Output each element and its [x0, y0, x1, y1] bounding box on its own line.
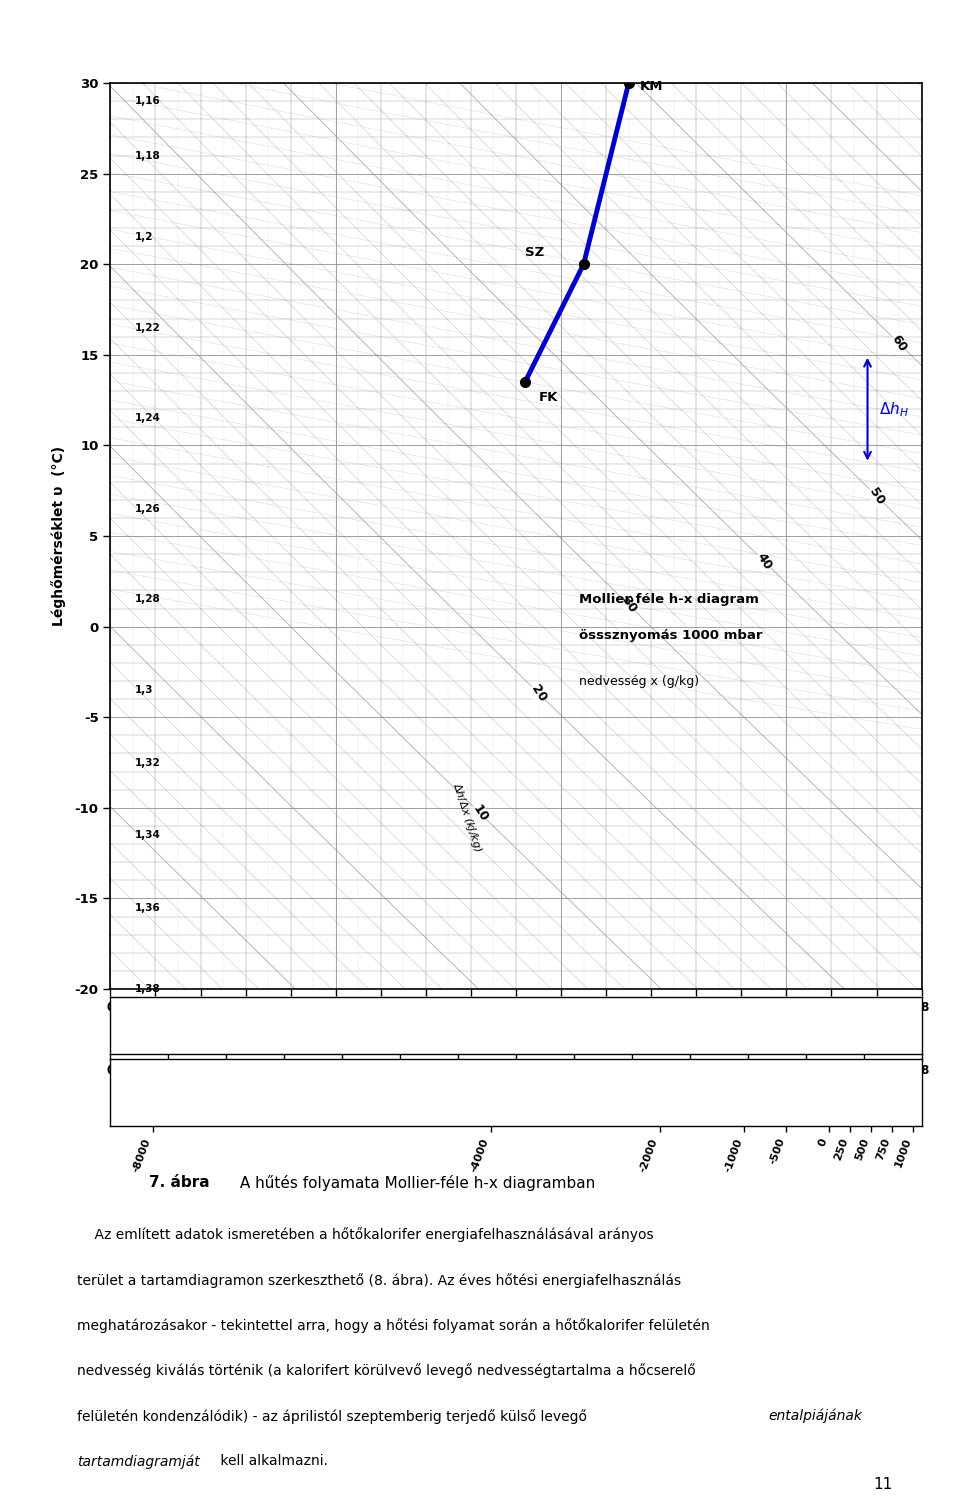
Text: A hűtés folyamata Mollier-féle h-x diagramban: A hűtés folyamata Mollier-féle h-x diagr…	[235, 1175, 595, 1191]
Text: 30: 30	[618, 593, 638, 616]
Text: 7. ábra: 7. ábra	[149, 1175, 209, 1190]
Text: meghatározásakor - tekintettel arra, hogy a hőtési folyamat során a hőtőkalorife: meghatározásakor - tekintettel arra, hog…	[77, 1318, 709, 1333]
X-axis label: Parciális vízgőznyomás p (mbar): Parciális vízgőznyomás p (mbar)	[389, 1081, 643, 1096]
Text: 1,36: 1,36	[135, 903, 161, 912]
Text: 1,3: 1,3	[135, 686, 154, 695]
Text: nedvesség x (g/kg): nedvesség x (g/kg)	[579, 675, 699, 687]
Text: 1,2: 1,2	[135, 233, 154, 242]
Text: felületén kondenzálódik) - az áprilistól szeptemberig terjedő külső levegő: felületén kondenzálódik) - az áprilistól…	[77, 1409, 591, 1424]
Text: 1,32: 1,32	[135, 758, 161, 767]
Text: kell alkalmazni.: kell alkalmazni.	[216, 1454, 328, 1468]
Text: terület a tartamdiagramon szerkeszthető (8. ábra). Az éves hőtési energiafelhasz: terület a tartamdiagramon szerkeszthető …	[77, 1273, 681, 1288]
Text: $\Delta h/\Delta x$ (kJ/kg): $\Delta h/\Delta x$ (kJ/kg)	[448, 781, 484, 853]
Text: 1,24: 1,24	[135, 414, 161, 423]
Text: Az említett adatok ismeretében a hőtőkalorifer energiafelhasználásával arányos: Az említett adatok ismeretében a hőtőkal…	[77, 1228, 654, 1243]
Text: nedvesség kiválás történik (a kalorifert körülvevő levegő nedvességtartalma a hő: nedvesség kiválás történik (a kalorifert…	[77, 1364, 696, 1379]
Text: entalpiájának: entalpiájának	[768, 1409, 862, 1424]
Text: tartamdiagramját: tartamdiagramját	[77, 1454, 200, 1469]
Y-axis label: Léghőmérséklet υ  (°C): Léghőmérséklet υ (°C)	[52, 445, 66, 627]
Text: Mollier féle h-x diagram: Mollier féle h-x diagram	[579, 593, 759, 606]
Text: 1,26: 1,26	[135, 504, 161, 513]
Text: 1,22: 1,22	[135, 323, 161, 332]
Text: 11: 11	[874, 1477, 893, 1492]
Text: KM: KM	[640, 80, 663, 94]
Text: 60: 60	[889, 332, 909, 355]
Text: 10: 10	[469, 802, 491, 824]
Text: 1,18: 1,18	[135, 151, 161, 160]
Text: össsznyomás 1000 mbar: össsznyomás 1000 mbar	[579, 630, 762, 642]
Text: 1,34: 1,34	[135, 831, 161, 840]
Text: 50: 50	[866, 485, 887, 507]
Text: 1,16: 1,16	[135, 97, 161, 106]
Text: 20: 20	[528, 683, 549, 704]
Text: 40: 40	[754, 550, 774, 572]
Text: 1,38: 1,38	[135, 985, 161, 994]
Text: SZ: SZ	[525, 246, 544, 258]
Text: 1,28: 1,28	[135, 595, 161, 604]
Text: $\Delta h_H$: $\Delta h_H$	[878, 400, 908, 418]
Text: FK: FK	[539, 391, 558, 405]
